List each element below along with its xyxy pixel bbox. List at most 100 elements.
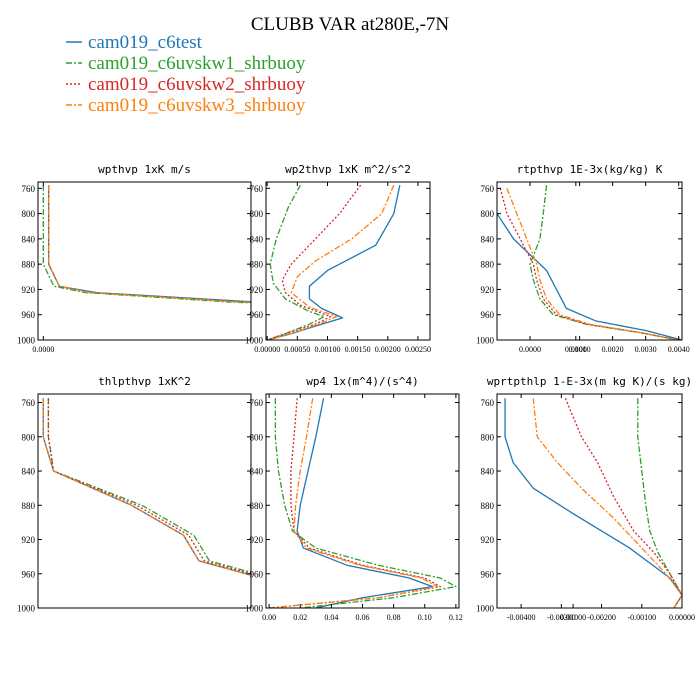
x-tick-label: 0.08 xyxy=(387,613,401,622)
series-line xyxy=(274,398,457,608)
x-tick-label: -0.00100 xyxy=(627,613,656,622)
series-line xyxy=(267,185,401,340)
series-line xyxy=(266,184,326,340)
x-tick-label: 0.0000 xyxy=(32,345,54,354)
x-tick-label: 0.01000 xyxy=(560,613,586,622)
y-tick-label: 760 xyxy=(250,184,264,194)
plot-frame xyxy=(37,181,252,341)
y-tick-label: 920 xyxy=(250,535,264,545)
legend-item: cam019_c6uvskw2_shrbuoy xyxy=(66,74,306,95)
series-line xyxy=(47,398,251,575)
y-tick-label: 920 xyxy=(22,535,36,545)
series-line xyxy=(529,185,679,340)
chart-panel: wp4 1x(m^4)/(s^4)76080084088092096010000… xyxy=(245,375,463,622)
series-group xyxy=(266,184,401,340)
x-tick-label: 0.00250 xyxy=(405,345,431,354)
y-tick-label: 840 xyxy=(481,467,495,477)
legend-item: cam019_c6uvskw1_shrbuoy xyxy=(66,53,306,74)
legend-label: cam019_c6uvskw2_shrbuoy xyxy=(88,74,306,95)
y-tick-label: 880 xyxy=(481,260,495,270)
series-line xyxy=(42,185,251,304)
series-group xyxy=(504,398,682,608)
y-tick-label: 1000 xyxy=(245,336,264,346)
series-line xyxy=(269,398,441,608)
panels: wpthvp 1xK m/s76080084088092096010000.00… xyxy=(17,163,695,622)
y-tick-label: 920 xyxy=(481,285,495,295)
y-tick-label: 840 xyxy=(481,234,495,244)
series-line xyxy=(532,398,682,608)
y-tick-label: 880 xyxy=(250,260,264,270)
series-line xyxy=(504,398,682,608)
x-tick-label: 0.00050 xyxy=(284,345,310,354)
x-tick-label: 0.00150 xyxy=(345,345,371,354)
y-tick-label: 760 xyxy=(22,184,36,194)
panel-title: thlpthvp 1xK^2 xyxy=(98,375,191,388)
series-line xyxy=(42,398,251,576)
series-line xyxy=(267,184,395,340)
y-tick-label: 840 xyxy=(250,234,264,244)
y-tick-label: 800 xyxy=(250,432,264,442)
chart-panel: wpthvp 1xK m/s76080084088092096010000.00… xyxy=(17,163,587,354)
x-tick-label: 0.0030 xyxy=(635,345,657,354)
y-tick-label: 760 xyxy=(22,398,36,408)
x-tick-label: 0.00 xyxy=(262,613,276,622)
y-tick-label: 1000 xyxy=(476,604,495,614)
y-tick-label: 880 xyxy=(22,260,36,270)
series-group xyxy=(42,185,251,304)
chart-panel: rtpthvp 1E-3x(kg/kg) K 760 800 840 880 920 960… xyxy=(476,163,690,354)
y-tick-label: 960 xyxy=(481,569,495,579)
panel-title: wp2thvp 1xK m^2/s^2 xyxy=(285,163,411,176)
panel-title: wprtpthlp 1-E-3x(m kg K)/(s kg) xyxy=(487,375,692,388)
y-tick-label: 880 xyxy=(481,501,495,511)
panel-title: wp4 1x(m^4)/(s^4) xyxy=(306,375,419,388)
y-tick-label: 840 xyxy=(22,234,36,244)
y-tick-label: 840 xyxy=(22,467,36,477)
series-line xyxy=(499,188,679,340)
legend-item: cam019_c6test xyxy=(66,32,203,53)
series-line xyxy=(48,185,251,304)
legend-label: cam019_c6uvskw1_shrbuoy xyxy=(88,53,306,74)
series-line xyxy=(497,213,682,340)
y-tick-label: 1000 xyxy=(17,604,36,614)
y-tick-label: 760 xyxy=(250,398,264,408)
x-tick-label: 0.06 xyxy=(356,613,370,622)
series-line xyxy=(48,185,251,303)
panel-title: rtpthvp 1E-3x(kg/kg) K xyxy=(517,163,663,176)
chart-panel: thlpthvp 1xK^2 760 800 840 880 920 960 1000 0.01… xyxy=(17,375,586,622)
figure-title: CLUBB VAR at280E,-7N xyxy=(251,14,450,35)
x-tick-label: 0.00100 xyxy=(315,345,341,354)
y-tick-label: 800 xyxy=(22,209,36,219)
y-tick-label: 960 xyxy=(22,310,36,320)
x-tick-label: 0.00000 xyxy=(669,613,695,622)
y-tick-label: 800 xyxy=(481,432,495,442)
y-tick-label: 880 xyxy=(22,501,36,511)
chart-panel: wprtpthlp 1-E-3x(m kg K)/(s kg) 760 800 840… xyxy=(476,375,695,622)
x-tick-label: 0.0100 xyxy=(565,345,587,354)
series-line xyxy=(42,398,251,576)
series-line xyxy=(506,188,679,340)
x-tick-label: 0.0000 xyxy=(519,345,541,354)
series-group xyxy=(497,185,682,340)
y-tick-label: 840 xyxy=(250,467,264,477)
y-tick-label: 960 xyxy=(22,569,36,579)
y-tick-label: 920 xyxy=(481,535,495,545)
y-tick-label: 760 xyxy=(481,398,495,408)
y-tick-label: 960 xyxy=(250,569,264,579)
series-line xyxy=(564,398,682,608)
plot-frame xyxy=(496,181,683,341)
y-tick-label: 960 xyxy=(250,310,264,320)
y-tick-label: 760 xyxy=(481,184,495,194)
series-line xyxy=(47,398,251,574)
series-group xyxy=(42,398,251,576)
chart-panel: wp2thvp 1xK m^2/s^2 760 800 840 880 920 960 100… xyxy=(245,163,431,354)
x-tick-label: -0.00300 xyxy=(547,613,576,622)
series-line xyxy=(637,398,682,608)
plot-frame xyxy=(37,393,252,609)
y-tick-label: 1000 xyxy=(476,336,495,346)
legend: cam019_c6testcam019_c6uvskw1_shrbuoycam0… xyxy=(66,32,306,116)
y-tick-label: 920 xyxy=(250,285,264,295)
x-tick-label: 0.00000 xyxy=(254,345,280,354)
series-line xyxy=(269,398,438,608)
legend-item: cam019_c6uvskw3_shrbuoy xyxy=(66,95,306,116)
